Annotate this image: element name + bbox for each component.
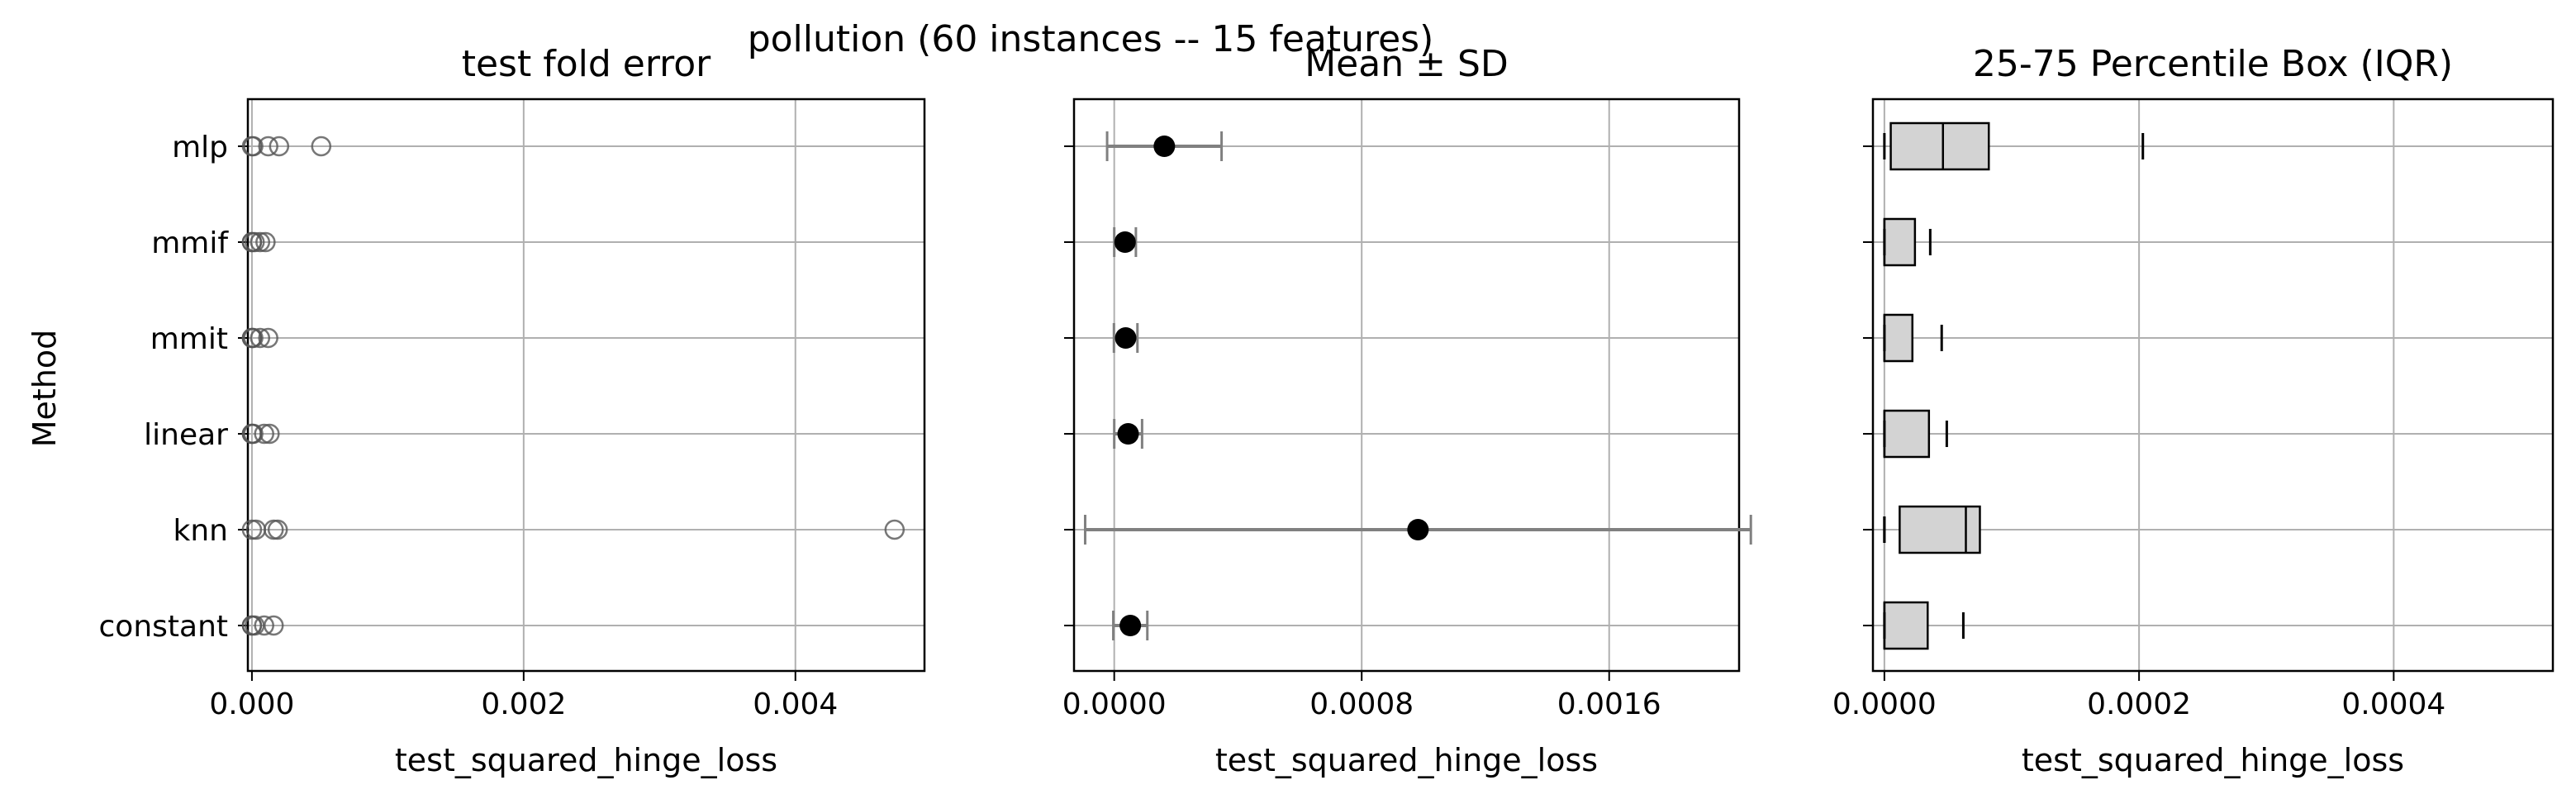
y-tick-label: mmif xyxy=(151,226,229,260)
x-tick-label: 0.0000 xyxy=(1062,687,1167,721)
data-point-mmif xyxy=(244,231,265,253)
y-tick-label: knn xyxy=(173,514,228,548)
x-tick-label: 0.0002 xyxy=(2087,687,2191,721)
data-point-mmit xyxy=(243,327,264,349)
mean-point-knn xyxy=(1407,519,1429,540)
iqr-box-linear xyxy=(1883,409,1931,459)
y-tick-label: mmit xyxy=(150,322,228,356)
mean-point-linear xyxy=(1117,423,1139,445)
iqr-box-mlp xyxy=(1889,121,1990,171)
x-tick-label: 0.0008 xyxy=(1309,687,1414,721)
y-axis-label: Method xyxy=(26,330,63,448)
data-point-mlp xyxy=(311,136,332,157)
data-point-knn xyxy=(267,519,288,540)
x-tick-label: 0.0004 xyxy=(2341,687,2445,721)
axes-frame xyxy=(1871,98,2555,673)
mean-point-mmif xyxy=(1114,231,1136,253)
mean-point-mmit xyxy=(1115,327,1137,349)
data-point-constant xyxy=(263,615,284,636)
x-tick-label: 0.000 xyxy=(209,687,294,721)
data-point-mmif xyxy=(255,231,276,253)
panel-mean-sd: 0.0000 0.0008 0.0016 Mean ± SD test_squared_… xyxy=(1062,43,1752,778)
x-axis-label: test_squared_hinge_loss xyxy=(1215,742,1598,778)
y-tick-label: mlp xyxy=(172,131,228,164)
figure-title: pollution (60 instances -- 15 features) xyxy=(748,18,1434,60)
mean-point-mlp xyxy=(1153,136,1176,157)
x-axis-label: test_squared_hinge_loss xyxy=(395,742,777,778)
data-point-mmit xyxy=(258,327,278,349)
data-point-mmit xyxy=(250,327,271,349)
x-tick-label: 0.002 xyxy=(481,687,566,721)
panel-title: Mean ± SD xyxy=(1305,43,1509,85)
panel-title: 25-75 Percentile Box (IQR) xyxy=(1973,43,2453,85)
iqr-box-knn xyxy=(1899,505,1981,554)
mean-point-constant xyxy=(1119,615,1142,636)
axes-frame xyxy=(246,98,926,673)
data-point-linear xyxy=(243,423,264,445)
x-tick-label: 0.004 xyxy=(753,687,838,721)
iqr-box-mmit xyxy=(1883,313,1914,363)
data-point-linear xyxy=(259,423,280,445)
x-axis-label: test_squared_hinge_loss xyxy=(2022,742,2404,778)
axes-frame xyxy=(1072,98,1741,673)
data-point-mlp xyxy=(269,136,290,157)
y-tick-label: constant xyxy=(99,610,229,644)
data-point-mlp xyxy=(258,136,278,157)
data-point-linear xyxy=(254,423,274,445)
y-tick-label: linear xyxy=(144,418,228,452)
x-tick-label: 0.0016 xyxy=(1557,687,1661,721)
data-point-mlp xyxy=(243,136,264,157)
iqr-box-constant xyxy=(1883,601,1929,650)
data-point-constant xyxy=(254,615,274,636)
data-point-knn xyxy=(884,519,905,540)
iqr-box-mmif xyxy=(1883,217,1917,267)
panel-test-fold-error: 0.000 0.002 0.004 mlp mmif mmit linear knn const… xyxy=(99,43,926,778)
data-point-mmif xyxy=(250,231,271,253)
panel-iqr-box: 0.0000 0.0002 0.0004 25-75 Percentile Box (… xyxy=(1832,43,2555,778)
panel-title: test fold error xyxy=(462,43,711,85)
x-tick-label: 0.0000 xyxy=(1832,687,1937,721)
